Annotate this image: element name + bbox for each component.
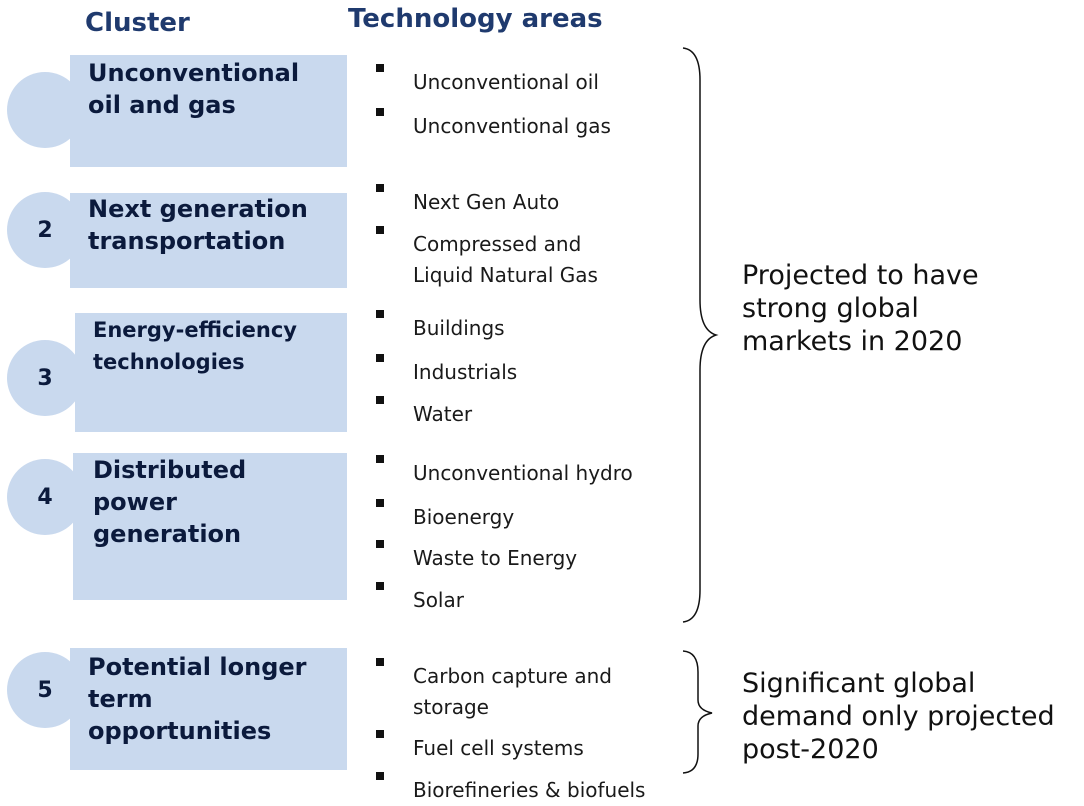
cluster-label: Unconventional oil and gas [88,59,300,119]
cluster-label: Next generation transportation [88,195,308,255]
technology-header: Technology areas [348,4,603,34]
technology-item: Carbon capture and storage [413,664,612,719]
bullet [376,499,384,507]
bullet [376,396,384,404]
cluster-number: 4 [7,459,83,535]
bullet [376,64,384,72]
technology-item: Unconventional gas [413,114,611,138]
bullet [376,310,384,318]
brace [682,47,719,623]
technology-item: Biorefineries & biofuels [413,778,646,802]
technology-item: Fuel cell systems [413,736,584,760]
cluster-box [70,193,347,288]
cluster-number: 5 [7,652,83,728]
brace-note: Projected to have strong global markets … [742,260,979,357]
bullet [376,582,384,590]
technology-item: Unconventional hydro [413,461,633,485]
cluster-label: Potential longer term opportunities [88,653,307,745]
brace-note: Significant global demand only projected… [742,668,1055,765]
bullet [376,354,384,362]
bullet [376,455,384,463]
bullet [376,540,384,548]
technology-item: Unconventional oil [413,70,599,94]
technology-item: Buildings [413,316,505,340]
technology-item: Next Gen Auto [413,190,560,214]
cluster-header: Cluster [85,8,190,38]
technology-item: Industrials [413,360,518,384]
cluster-box [70,55,347,167]
technology-item: Solar [413,588,464,612]
cluster-number: 3 [7,340,83,416]
cluster-label: Distributed power generation [93,456,247,548]
cluster-box [73,453,347,600]
brace [682,650,713,774]
cluster-number [7,72,83,148]
cluster-box [70,648,347,770]
technology-item: Bioenergy [413,505,515,529]
bullet [376,226,384,234]
bullet [376,730,384,738]
cluster-label: Energy-efficiency technologies [93,318,297,374]
bullet [376,184,384,192]
technology-item: Water [413,402,473,426]
technology-item: Compressed and Liquid Natural Gas [413,232,598,287]
bullet [376,772,384,780]
bullet [376,658,384,666]
bullet [376,108,384,116]
cluster-number: 2 [7,192,83,268]
cluster-box [75,313,347,432]
technology-item: Waste to Energy [413,546,578,570]
